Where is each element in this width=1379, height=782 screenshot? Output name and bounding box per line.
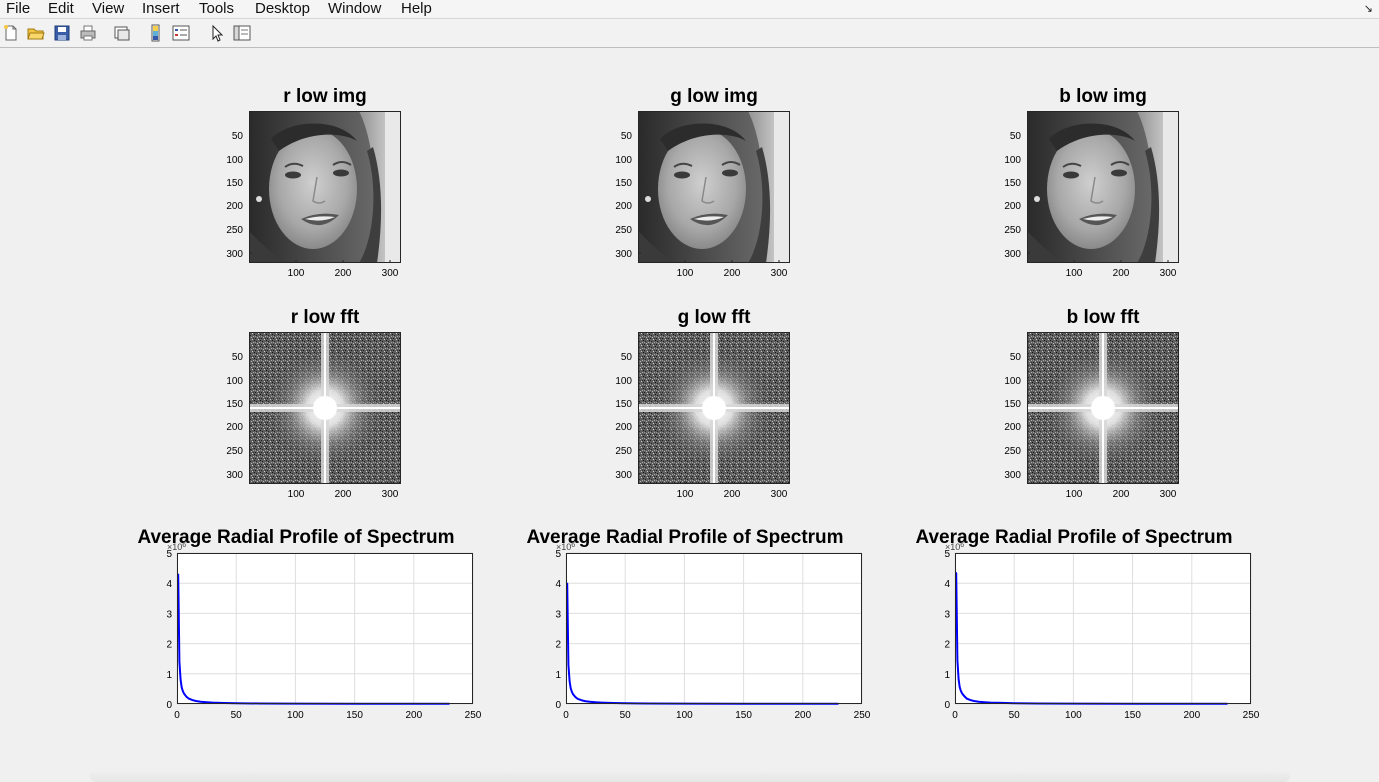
- menu-desktop[interactable]: Desktop: [255, 0, 311, 17]
- figure-canvas: [0, 48, 1379, 782]
- menu-edit[interactable]: Edit: [48, 0, 74, 17]
- new-figure-icon[interactable]: [2, 24, 20, 42]
- menu-help[interactable]: Help: [401, 0, 432, 17]
- menu-window[interactable]: Window: [328, 0, 382, 17]
- colorbar-icon[interactable]: [147, 24, 165, 42]
- window-shadow: [90, 770, 1290, 782]
- save-icon[interactable]: [53, 24, 71, 42]
- open-file-icon[interactable]: [27, 24, 45, 42]
- print-icon[interactable]: [79, 24, 97, 42]
- link-icon[interactable]: [113, 24, 131, 42]
- property-inspector-icon[interactable]: [233, 24, 251, 42]
- menu-insert[interactable]: Insert: [142, 0, 180, 17]
- menu-tools[interactable]: Tools: [199, 0, 235, 17]
- legend-icon[interactable]: [172, 24, 190, 42]
- dock-arrow-icon[interactable]: ↘: [1363, 3, 1373, 15]
- menu-bar: File Edit View Insert Tools Desktop Wind…: [0, 0, 1379, 19]
- edit-plot-arrow-icon[interactable]: [208, 24, 226, 42]
- figure-toolbar: [0, 19, 1379, 48]
- menu-view[interactable]: View: [92, 0, 125, 17]
- menu-file[interactable]: File: [6, 0, 31, 17]
